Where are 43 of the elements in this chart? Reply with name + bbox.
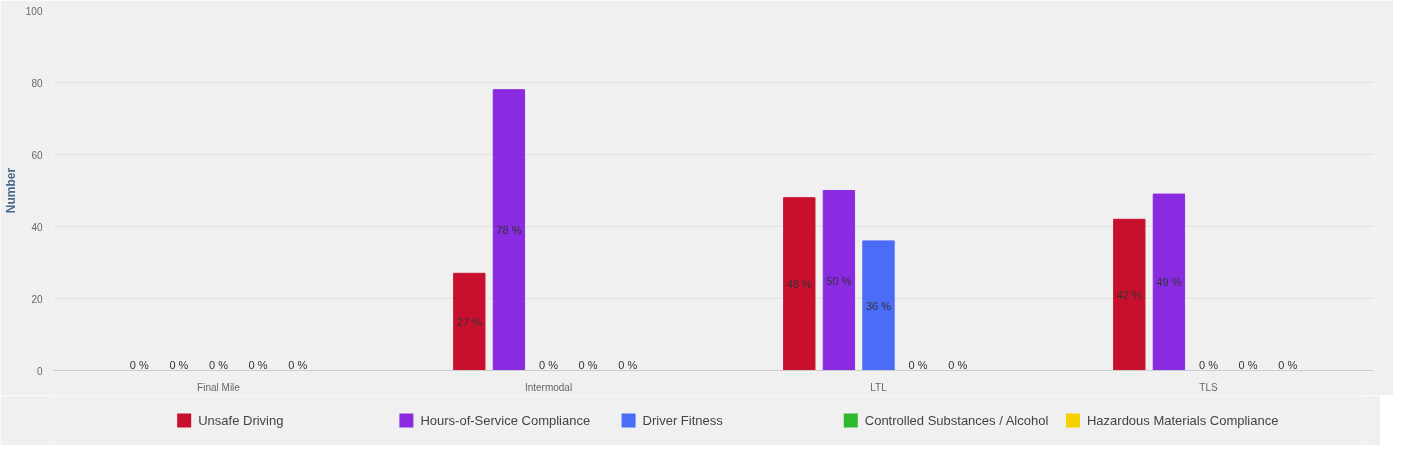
data-label: 0 % xyxy=(1199,358,1219,371)
bar xyxy=(1152,193,1186,371)
data-label: 0 % xyxy=(1238,358,1258,371)
legend-label: Controlled Substances / Alcohol xyxy=(864,413,1049,428)
data-label: 0 % xyxy=(169,358,189,371)
data-label: 0 % xyxy=(948,358,968,371)
data-label: 49 % xyxy=(1156,276,1182,289)
y-tick-label: 20 xyxy=(31,293,43,305)
x-tick-label: LTL xyxy=(870,381,888,393)
data-label: 0 % xyxy=(578,358,598,371)
data-label: 0 % xyxy=(248,358,268,371)
y-tick-label: 0 xyxy=(36,365,43,377)
bar xyxy=(492,89,526,371)
y-tick-label: 60 xyxy=(31,149,43,161)
legend-label: Unsafe Driving xyxy=(198,413,284,428)
legend-label: Driver Fitness xyxy=(642,413,724,428)
bar xyxy=(862,240,895,371)
data-label: 0 % xyxy=(1278,358,1298,371)
data-label: 36 % xyxy=(865,299,892,312)
bar xyxy=(453,272,486,371)
bar xyxy=(783,197,816,371)
data-label: 0 % xyxy=(209,358,229,371)
x-tick-label: Intermodal xyxy=(524,381,573,393)
data-label: 42 % xyxy=(1116,288,1143,301)
legend-label: Hazardous Materials Compliance xyxy=(1086,413,1279,428)
data-label: 50 % xyxy=(826,274,852,287)
y-tick-label: 80 xyxy=(31,77,43,89)
y-tick-label: 100 xyxy=(25,5,43,17)
data-label: 48 % xyxy=(786,278,813,291)
y-tick-label: 40 xyxy=(31,221,43,233)
data-label: 0 % xyxy=(618,358,638,371)
x-tick-label: TLS xyxy=(1199,381,1218,393)
bar xyxy=(822,190,856,371)
data-label: 0 % xyxy=(129,358,149,371)
bar xyxy=(1113,218,1146,371)
data-label: 0 % xyxy=(539,358,559,371)
x-tick-label: Final Mile xyxy=(197,381,241,393)
data-label: 0 % xyxy=(288,358,308,371)
data-label: 0 % xyxy=(908,358,928,371)
data-label: 78 % xyxy=(496,224,522,237)
y-axis-title: Number xyxy=(3,167,18,214)
legend-label: Hours-of-Service Compliance xyxy=(420,413,591,428)
data-label: 27 % xyxy=(456,315,483,328)
